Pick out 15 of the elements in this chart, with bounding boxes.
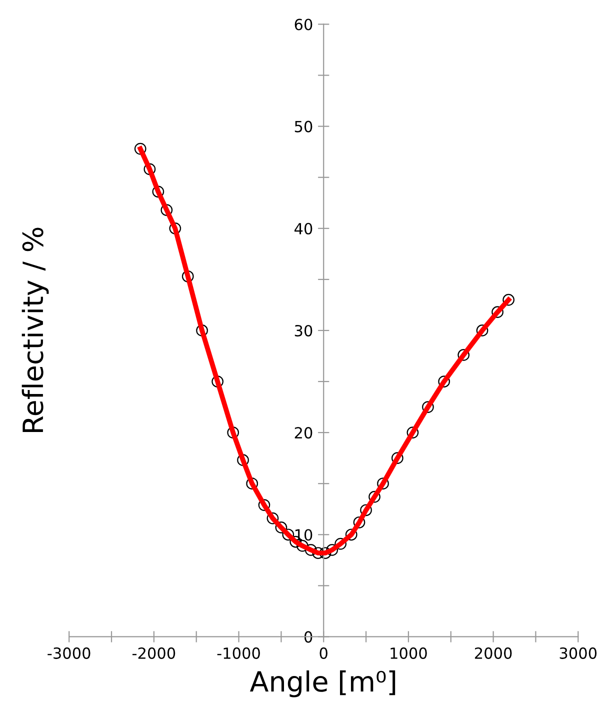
x-tick-label: 2000 — [474, 647, 512, 659]
y-tick-label: 30 — [294, 324, 312, 336]
y-tick-label: 50 — [294, 120, 312, 132]
x-tick-label: 3000 — [560, 647, 597, 659]
x-tick-label: 1000 — [390, 647, 427, 659]
y-tick-label: 40 — [294, 222, 312, 234]
y-tick-label: 20 — [294, 427, 312, 439]
x-axis-title: Angle [m⁰] — [250, 670, 396, 698]
x-tick-label: -2000 — [132, 647, 176, 659]
x-tick-label: 0 — [320, 647, 328, 659]
x-tick-label: -3000 — [48, 647, 90, 659]
x-tick-label: -1000 — [217, 647, 260, 659]
y-axis-title: Reflectivity / % — [22, 228, 49, 432]
y-tick-label: 60 — [294, 18, 312, 30]
y-tick-label: 0 — [304, 631, 312, 643]
